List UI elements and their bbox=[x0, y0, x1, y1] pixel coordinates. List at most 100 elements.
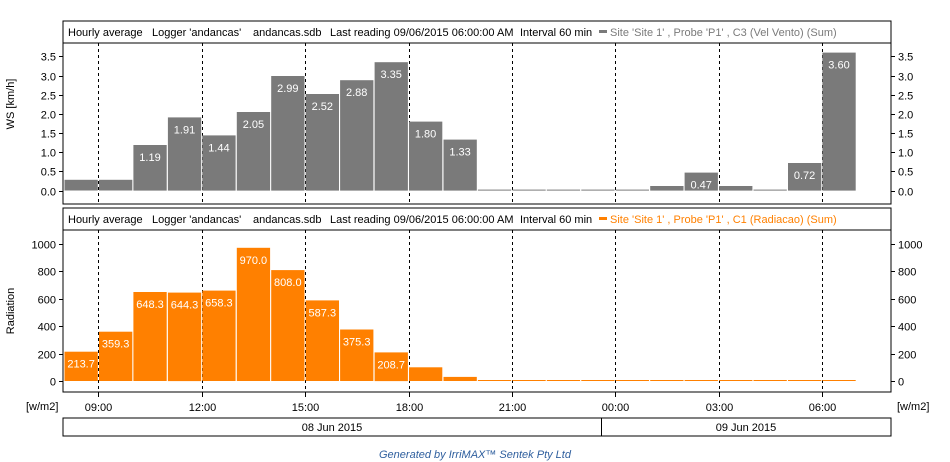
x-axis: 09:00 12:00 15:00 18:00 21:00 00:00 03:00 06:00 bbox=[85, 392, 837, 414]
x-tick-label-7: 06:00 bbox=[809, 402, 837, 414]
rad-ytick-label-l-5: 1000 bbox=[32, 240, 56, 252]
rad-bar-6 bbox=[271, 270, 305, 381]
rad-ytick-label-r-2: 400 bbox=[898, 322, 916, 334]
rad-bar-21 bbox=[788, 380, 822, 381]
x-tick-label-4: 21:00 bbox=[499, 402, 527, 414]
ws-legend-swatch bbox=[599, 30, 607, 33]
rad-ytick-label-r-5: 1000 bbox=[898, 240, 922, 252]
rad-bar-7 bbox=[305, 300, 339, 381]
ws-ytick-label-l-0: 0.0 bbox=[41, 187, 56, 199]
x-tick-label-6: 03:00 bbox=[706, 402, 734, 414]
ws-bar-3 bbox=[167, 117, 202, 191]
rad-ytick-label-r-4: 800 bbox=[898, 267, 916, 279]
rad-ytick-label-l-3: 600 bbox=[38, 295, 56, 307]
rad-bar-label-6: 808.0 bbox=[274, 277, 302, 289]
rad-bar-label-4: 658.3 bbox=[205, 298, 233, 310]
rad-bar-label-5: 970.0 bbox=[240, 255, 268, 267]
ws-bar-label-9: 3.35 bbox=[380, 69, 401, 81]
rad-bar-label-8: 375.3 bbox=[343, 337, 371, 349]
rad-legend-swatch bbox=[599, 217, 607, 220]
rad-bar-9 bbox=[374, 352, 408, 382]
ws-bar-21 bbox=[788, 163, 822, 191]
x-tick-label-0: 09:00 bbox=[85, 402, 113, 414]
ws-header-logger: Logger 'andancas' bbox=[152, 27, 241, 39]
rad-bar-19 bbox=[719, 380, 753, 381]
ws-bar-label-10: 1.80 bbox=[415, 129, 436, 141]
rad-bar-0 bbox=[64, 351, 98, 381]
ws-ytick-label-r-0: 0.0 bbox=[898, 187, 913, 199]
rad-ytick-label-l-2: 400 bbox=[38, 322, 56, 334]
ws-ytick-label-l-5: 2.5 bbox=[41, 91, 56, 103]
rad-bar-1 bbox=[99, 331, 133, 381]
rad-bar-label-0: 213.7 bbox=[67, 359, 95, 371]
rad-bar-3 bbox=[167, 292, 202, 382]
ws-bar-18 bbox=[684, 172, 718, 191]
ws-ytick-label-l-3: 1.5 bbox=[41, 129, 56, 141]
rad-ytick-label-l-1: 200 bbox=[38, 350, 56, 362]
rad-bar-13 bbox=[512, 380, 546, 381]
ws-bar-label-22: 3.60 bbox=[828, 60, 849, 72]
ws-bar-13 bbox=[512, 189, 546, 191]
x-unit-left: [w/m2] bbox=[26, 401, 58, 413]
rad-bar-8 bbox=[340, 329, 374, 381]
ws-bar-1 bbox=[99, 179, 133, 191]
rad-ytick-label-l-4: 800 bbox=[38, 267, 56, 279]
ws-bar-8 bbox=[340, 80, 374, 191]
ws-ytick-label-l-7: 3.5 bbox=[41, 52, 56, 64]
rad-bar-10 bbox=[409, 367, 443, 381]
rad-ytick-label-r-0: 0 bbox=[898, 377, 904, 389]
footer-credit: Generated by IrriMAX™ Sentek Pty Ltd bbox=[379, 449, 571, 461]
rad-ytick-label-l-0: 0 bbox=[50, 377, 56, 389]
ws-bar-2 bbox=[133, 145, 167, 191]
ws-ytick-label-r-7: 3.5 bbox=[898, 52, 913, 64]
ws-bar-10 bbox=[409, 121, 443, 191]
ws-bar-label-18: 0.47 bbox=[690, 180, 711, 192]
ws-bar-0 bbox=[64, 179, 98, 191]
x-tick-label-1: 12:00 bbox=[189, 402, 217, 414]
rad-bar-22 bbox=[822, 380, 856, 381]
ws-bar-7 bbox=[305, 94, 339, 191]
ws-bar-label-6: 2.99 bbox=[277, 83, 298, 95]
ws-bar-22 bbox=[822, 52, 856, 191]
rad-bar-11 bbox=[443, 376, 477, 381]
ws-ytick-label-r-3: 1.5 bbox=[898, 129, 913, 141]
ws-plot-frame bbox=[62, 42, 892, 205]
rad-ytick-label-r-3: 600 bbox=[898, 295, 916, 307]
ws-y-axis-label: WS [km/h] bbox=[5, 79, 17, 130]
ws-ytick-label-l-4: 2.0 bbox=[41, 110, 56, 122]
rad-bar-17 bbox=[650, 380, 684, 381]
ws-ytick-label-l-1: 0.5 bbox=[41, 167, 56, 179]
ws-header-last-reading: Last reading 09/06/2015 06:00:00 AM bbox=[330, 27, 513, 39]
ws-bar-group: 1.19 1.91 1.44 2.05 2.99 2.52 2.88 3.35 1.80 1.33… bbox=[64, 52, 856, 192]
ws-bar-20 bbox=[753, 189, 787, 191]
ws-ytick-label-r-2: 1.0 bbox=[898, 148, 913, 160]
date-band bbox=[62, 417, 892, 437]
rad-bar-18 bbox=[684, 380, 718, 381]
x-tick-label-3: 18:00 bbox=[396, 402, 424, 414]
ws-bar-9 bbox=[374, 62, 408, 191]
rad-bar-group: 213.7 359.3 648.3 644.3 658.3 970.0 808.0 587.3… bbox=[64, 247, 856, 382]
rad-y-axis-label: Radiation bbox=[5, 288, 17, 334]
rad-bar-16 bbox=[615, 380, 649, 381]
ws-bar-16 bbox=[615, 189, 649, 191]
date-label-day2: 09 Jun 2015 bbox=[716, 422, 777, 434]
ws-bar-label-21: 0.72 bbox=[794, 170, 815, 182]
ws-bar-11 bbox=[443, 139, 477, 191]
ws-y-axis-ticks: 0.0 0.0 0.5 0.5 1.0 1.0 1.5 1.5 2.0 2.0 2.5 2.5 3.0 3… bbox=[41, 52, 914, 199]
ws-bar-5 bbox=[236, 112, 271, 191]
x-tick-label-2: 15:00 bbox=[292, 402, 320, 414]
ws-bar-4 bbox=[202, 135, 236, 191]
ws-bar-label-3: 1.91 bbox=[174, 124, 195, 136]
rad-header-mode: Hourly average bbox=[68, 214, 143, 226]
rad-bar-4 bbox=[202, 290, 236, 381]
rad-bar-2 bbox=[133, 292, 167, 381]
ws-bar-label-2: 1.19 bbox=[139, 152, 160, 164]
x-tick-label-5: 00:00 bbox=[602, 402, 630, 414]
ws-bar-label-5: 2.05 bbox=[243, 119, 264, 131]
rad-bar-label-3: 644.3 bbox=[171, 300, 199, 312]
ws-bar-label-8: 2.88 bbox=[346, 87, 367, 99]
rad-bar-12 bbox=[477, 380, 512, 381]
rad-gridlines bbox=[98, 230, 823, 392]
ws-header-interval: Interval 60 min bbox=[520, 27, 592, 39]
